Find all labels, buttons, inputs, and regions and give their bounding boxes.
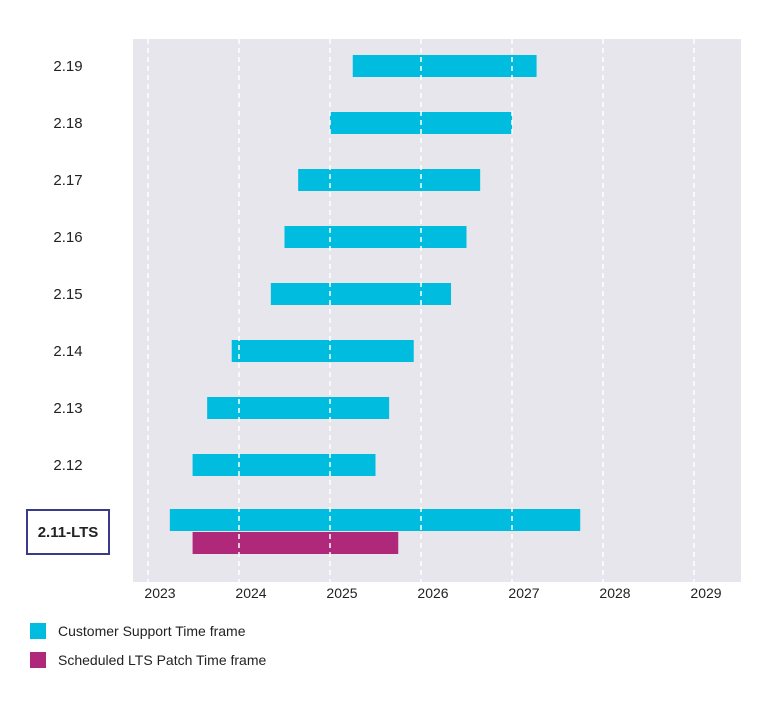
bar-support-2.12 [192, 454, 376, 476]
row-label-2.18: 2.18 [53, 115, 82, 132]
x-tick-label-2026: 2026 [417, 585, 448, 601]
row-label-2.17: 2.17 [53, 172, 82, 189]
bar-support-2.14 [231, 340, 414, 362]
x-tick-label-2027: 2027 [508, 585, 539, 601]
legend: Customer Support Time frame Scheduled LT… [30, 622, 266, 680]
row-label-2.16: 2.16 [53, 229, 82, 246]
bar-lts-patch-2.11-LTS [192, 532, 399, 554]
bar-support-2.19 [352, 55, 537, 77]
bar-support-2.16 [284, 226, 467, 248]
row-label-2.12: 2.12 [53, 457, 82, 474]
x-tick-label-2028: 2028 [599, 585, 630, 601]
x-tick-label-2023: 2023 [144, 585, 175, 601]
row-label-2.19: 2.19 [53, 58, 82, 75]
row-label-2.15: 2.15 [53, 286, 82, 303]
bar-support-2.17 [298, 169, 481, 191]
highlight-box-2.11-LTS [26, 509, 110, 555]
legend-swatch-lts-patch [30, 652, 46, 668]
x-tick-label-2024: 2024 [235, 585, 266, 601]
bar-support-2.11-LTS [169, 509, 581, 531]
bar-support-2.13 [207, 397, 390, 419]
bar-support-2.15 [270, 283, 452, 305]
row-label-2.14: 2.14 [53, 343, 82, 360]
row-label-2.11-LTS: 2.11-LTS [38, 524, 99, 541]
legend-item-lts-patch: Scheduled LTS Patch Time frame [30, 651, 266, 669]
legend-item-customer-support: Customer Support Time frame [30, 622, 266, 640]
x-tick-label-2025: 2025 [326, 585, 357, 601]
x-tick-label-2029: 2029 [690, 585, 721, 601]
legend-swatch-customer-support [30, 623, 46, 639]
row-label-2.13: 2.13 [53, 400, 82, 417]
legend-label-customer-support: Customer Support Time frame [58, 623, 246, 639]
legend-label-lts-patch: Scheduled LTS Patch Time frame [58, 652, 267, 668]
